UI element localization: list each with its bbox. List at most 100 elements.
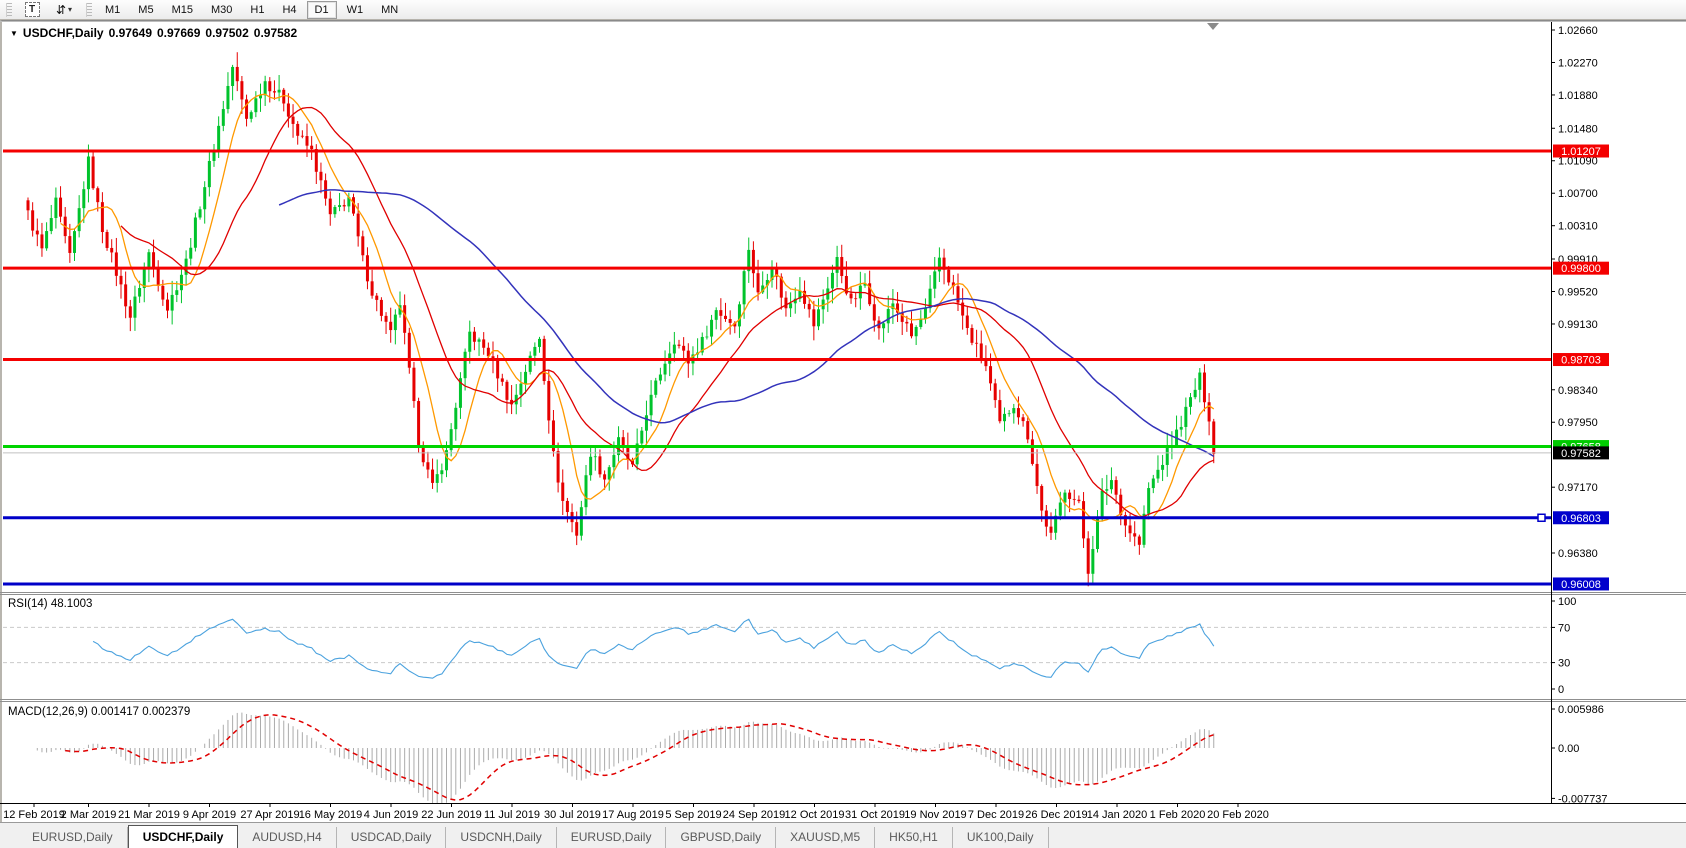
price-tick-label: 1.02660 — [1558, 25, 1598, 37]
chart-window[interactable] — [0, 20, 1686, 823]
tab-gbpusd-daily[interactable]: GBPUSD,Daily — [666, 827, 777, 848]
date-label: 19 Nov 2019 — [904, 809, 966, 821]
price-badge-label: 0.96803 — [1561, 513, 1601, 525]
rsi-axis-label: 30 — [1558, 658, 1570, 670]
timeframe-button-h4[interactable]: H4 — [282, 3, 297, 16]
macd-panel-plot — [36, 712, 1215, 803]
quote-open: 0.97649 — [108, 26, 152, 40]
rsi-axis-label: 0 — [1558, 684, 1564, 696]
price-badge-label: 1.01207 — [1561, 146, 1601, 158]
tab-audusd-h4[interactable]: AUDUSD,H4 — [238, 827, 337, 848]
rsi-axis-label: 100 — [1558, 596, 1576, 608]
macd-axis-label: 0.00 — [1558, 743, 1579, 755]
chart-menu-icon[interactable]: ▼ — [10, 28, 18, 38]
price-tick-label: 1.01480 — [1558, 123, 1598, 135]
candlestick-series — [26, 52, 1216, 587]
date-label: 12 Oct 2019 — [785, 809, 845, 821]
macd-axis-label: -0.007737 — [1558, 793, 1608, 805]
price-tick-label: 0.99520 — [1558, 286, 1598, 298]
date-label: 27 Apr 2019 — [240, 809, 299, 821]
price-tick-label: 1.01090 — [1558, 156, 1598, 168]
date-label: 22 Jun 2019 — [421, 809, 482, 821]
price-badge-label: 0.97582 — [1561, 448, 1601, 460]
text-tool-button[interactable]: T — [17, 1, 47, 19]
date-label: 11 Jul 2019 — [484, 809, 540, 821]
macd-axis-label: 0.005986 — [1558, 704, 1604, 716]
date-label: 5 Sep 2019 — [665, 809, 721, 821]
price-badge-label: 0.96008 — [1561, 579, 1601, 591]
quote-low: 0.97502 — [205, 26, 249, 40]
tab-xauusd-m5[interactable]: XAUUSD,M5 — [776, 827, 876, 848]
timeframe-button-mn[interactable]: MN — [381, 3, 399, 16]
price-badge-label: 0.98703 — [1561, 355, 1601, 367]
timeframe-button-m30[interactable]: M30 — [210, 3, 233, 16]
timeframe-button-h1[interactable]: H1 — [250, 3, 265, 16]
arrows-tool-button[interactable]: ⇵ ▾ — [49, 1, 79, 19]
moving-average-lines — [60, 93, 1215, 522]
date-label: 30 Jul 2019 — [544, 809, 601, 821]
price-tick-label: 0.97950 — [1558, 417, 1598, 429]
rsi-axis-label: 70 — [1558, 622, 1570, 634]
top-toolbar: T ⇵ ▾ M1 M5 M15 M30 H1 H4 D1 W1 MN — [0, 0, 1686, 20]
price-badge — [1553, 353, 1609, 367]
chart-canvas[interactable]: 1.02660 1.02270 1.01880 1.01480 1.01090 1.007… — [0, 0, 1686, 822]
date-label: 16 May 2019 — [299, 809, 363, 821]
quote-close: 0.97582 — [253, 26, 298, 40]
timeframe-button-m5[interactable]: M5 — [138, 3, 154, 16]
price-badge — [1553, 511, 1609, 525]
price-badge-label: 0.99800 — [1561, 263, 1601, 275]
date-label: 26 Dec 2019 — [1025, 809, 1087, 821]
date-label: 4 Jun 2019 — [364, 809, 418, 821]
date-label: 1 Feb 2020 — [1150, 809, 1206, 821]
date-label: 17 Aug 2019 — [602, 809, 664, 821]
arrows-tool-icon: ⇵ — [55, 2, 67, 17]
tab-uk100-daily[interactable]: UK100,Daily — [953, 827, 1049, 848]
date-label: 31 Oct 2019 — [845, 809, 905, 821]
text-tool-icon: T — [24, 2, 40, 17]
tab-usdcad-daily[interactable]: USDCAD,Daily — [337, 827, 447, 848]
tab-usdcnh-daily[interactable]: USDCNH,Daily — [446, 827, 557, 848]
tab-eurusd-daily[interactable]: EURUSD,Daily — [18, 827, 128, 848]
toolbar-grip-2[interactable] — [86, 2, 92, 17]
chart-shift-marker-icon[interactable] — [1207, 23, 1219, 30]
date-label: 24 Sep 2019 — [723, 809, 785, 821]
chart-title: ▼ USDCHF,Daily 0.97649 0.97669 0.97502 0… — [10, 26, 297, 40]
timeframe-button-w1[interactable]: W1 — [346, 3, 364, 16]
symbol-tab-bar: EURUSD,Daily USDCHF,Daily AUDUSD,H4 USDCAD,… — [0, 822, 1686, 848]
price-tick-label: 1.01880 — [1558, 90, 1598, 102]
price-tick-label: 1.00310 — [1558, 221, 1598, 233]
price-badge — [1553, 144, 1609, 158]
date-label: 21 Mar 2019 — [118, 809, 180, 821]
rsi-indicator-label: RSI(14) 48.1003 — [8, 598, 93, 610]
price-tick-label: 0.97170 — [1558, 482, 1598, 494]
price-tick-label: 0.99130 — [1558, 319, 1598, 331]
date-label: 7 Dec 2019 — [968, 809, 1024, 821]
price-badge — [1553, 446, 1609, 460]
price-axis[interactable]: 1.02660 1.02270 1.01880 1.01480 1.01090 1.007… — [1551, 25, 1609, 805]
rsi-panel-plot — [3, 618, 1551, 679]
tab-eurusd-daily[interactable]: EURUSD,Daily — [557, 827, 667, 848]
price-tick-label: 0.96380 — [1558, 548, 1598, 560]
tab-usdchf-daily[interactable]: USDCHF,Daily — [127, 825, 239, 848]
date-label: 12 Feb 2019 — [3, 809, 65, 821]
horizontal-level-lines[interactable] — [3, 149, 1551, 586]
date-label: 2 Mar 2019 — [61, 809, 117, 821]
tab-hk50-h1[interactable]: HK50,H1 — [875, 827, 953, 848]
price-badge — [1553, 261, 1609, 275]
quote-high: 0.97669 — [157, 26, 201, 40]
toolbar-grip[interactable] — [6, 2, 12, 17]
timeframe-button-m1[interactable]: M1 — [105, 3, 121, 16]
chart-symbol-label: USDCHF,Daily — [22, 26, 104, 40]
price-badge — [1553, 577, 1609, 591]
hline-handle[interactable] — [1537, 513, 1546, 523]
date-label: 9 Apr 2019 — [183, 809, 236, 821]
timeframe-button-m15[interactable]: M15 — [171, 3, 193, 16]
date-label: 20 Feb 2020 — [1207, 809, 1269, 821]
date-label: 14 Jan 2020 — [1087, 809, 1148, 821]
price-tick-label: 1.00700 — [1558, 188, 1598, 200]
dropdown-caret-icon: ▾ — [68, 5, 73, 14]
timeframe-button-d1[interactable]: D1 — [306, 0, 337, 19]
price-tick-label: 1.02270 — [1558, 57, 1598, 69]
